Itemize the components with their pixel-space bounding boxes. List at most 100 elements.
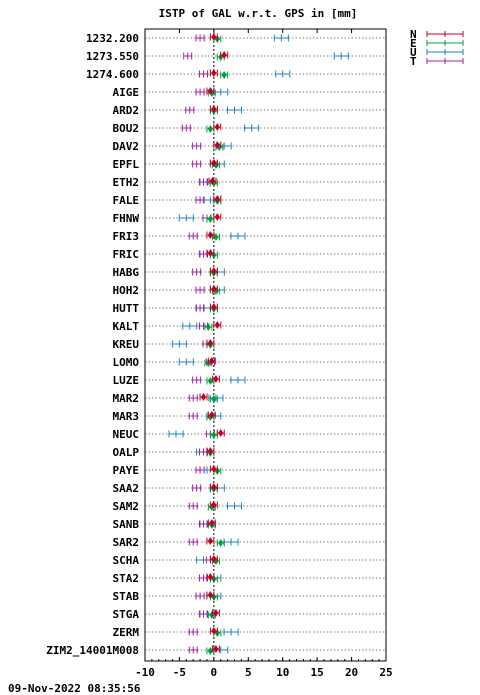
station-label: KREU [113, 338, 140, 351]
x-tick-label: 10 [276, 666, 289, 679]
mark-n [206, 537, 215, 545]
station-label: FHNW [113, 212, 140, 225]
mark-n [213, 195, 222, 203]
mark-n [213, 123, 222, 131]
mark-u [273, 34, 289, 42]
station-label: KALT [113, 320, 140, 333]
legend-label: T [410, 55, 417, 68]
mark-u [202, 196, 218, 204]
x-tick-label: 15 [311, 666, 324, 679]
station-label: MAR2 [113, 392, 140, 405]
mark-n [209, 267, 218, 275]
x-tick-label: 20 [345, 666, 358, 679]
mark-n [216, 429, 225, 437]
legend-entry-t: T [410, 55, 464, 68]
station-label: AIGE [113, 86, 140, 99]
station-label: SAR2 [113, 536, 140, 549]
station-label: STGA [113, 608, 140, 621]
station-label: FRIC [113, 248, 140, 261]
mark-t [195, 34, 205, 42]
mark-t [195, 466, 205, 474]
mark-t [188, 628, 198, 636]
mark-e [209, 395, 218, 403]
data-marks [168, 33, 349, 655]
mark-u [223, 628, 239, 636]
istp-chart: ISTP of GAL w.r.t. GPS in [mm] 1232.2001… [46, 7, 464, 679]
station-label: ETH2 [113, 176, 140, 189]
mark-t [195, 592, 205, 600]
station-label: OALP [113, 446, 140, 459]
station-label: ARD2 [113, 104, 140, 117]
mark-t [188, 538, 198, 546]
mark-t [199, 610, 209, 618]
mark-u [168, 430, 184, 438]
mark-t [199, 574, 209, 582]
station-label: HOH2 [113, 284, 140, 297]
mark-n [209, 69, 218, 77]
grid-lines [145, 37, 386, 651]
mark-n [199, 393, 208, 401]
mark-u [178, 358, 194, 366]
mark-u [227, 106, 243, 114]
station-label: LUZE [113, 374, 140, 387]
x-tick-label: -10 [135, 666, 155, 679]
mark-n [209, 159, 218, 167]
mark-t [195, 196, 205, 204]
mark-n [213, 213, 222, 221]
mark-n [213, 141, 222, 149]
mark-n [206, 231, 215, 239]
chart-title: ISTP of GAL w.r.t. GPS in [mm] [159, 7, 358, 20]
mark-n [209, 627, 218, 635]
mark-e [209, 431, 218, 439]
mark-t [192, 268, 202, 276]
mark-t [192, 484, 202, 492]
station-label: ZIM2_14001M008 [46, 644, 139, 657]
station-label: FRI3 [113, 230, 140, 243]
station-label: NEUC [113, 428, 140, 441]
station-labels: 1232.200 1273.550 1274.600 AIGE ARD2 BOU2 DAV2… [46, 32, 139, 657]
mark-n [209, 33, 218, 41]
station-label: LOMO [113, 356, 140, 369]
station-label: SCHA [113, 554, 140, 567]
mark-u [208, 394, 224, 402]
mark-u [223, 538, 239, 546]
mark-t [192, 142, 202, 150]
mark-t [188, 232, 198, 240]
mark-t [188, 502, 198, 510]
mark-t [181, 124, 191, 132]
mark-e [204, 323, 213, 331]
mark-n [206, 573, 215, 581]
station-label: 1274.600 [86, 68, 139, 81]
mark-n [211, 375, 220, 383]
mark-u [213, 88, 229, 96]
station-label: BOU2 [113, 122, 140, 135]
station-label: STAB [113, 590, 140, 603]
mark-t [188, 646, 198, 654]
mark-n [209, 303, 218, 311]
mark-t [183, 52, 193, 60]
mark-n [209, 105, 218, 113]
station-label: SAA2 [113, 482, 140, 495]
mark-e [206, 125, 215, 133]
mark-n [208, 177, 217, 185]
legend-entry-e: E [410, 37, 464, 50]
mark-u [230, 376, 246, 384]
mark-t [199, 520, 209, 528]
station-label: HUTT [113, 302, 140, 315]
mark-t [199, 250, 209, 258]
mark-t [195, 304, 205, 312]
station-label: ZERM [113, 626, 140, 639]
mark-t [188, 394, 198, 402]
legend-entry-u: U [410, 46, 464, 59]
mark-t [199, 448, 209, 456]
mark-n [206, 87, 215, 95]
station-label: PAYE [113, 464, 140, 477]
mark-t [199, 70, 209, 78]
mark-n [206, 339, 215, 347]
mark-n [206, 447, 215, 455]
mark-t [188, 412, 198, 420]
mark-u [227, 502, 243, 510]
x-tick-label: 25 [379, 666, 392, 679]
mark-u [230, 232, 246, 240]
